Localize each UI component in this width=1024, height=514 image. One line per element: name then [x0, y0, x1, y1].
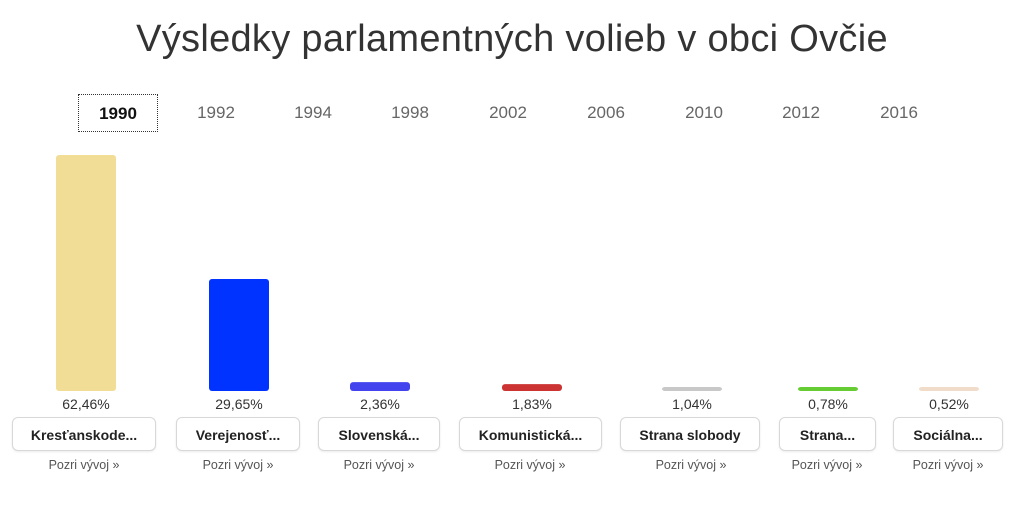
year-tab-2010[interactable]: 2010 — [685, 103, 723, 122]
trend-link-3[interactable]: Pozri vývoj » — [343, 458, 415, 472]
party-button-socialna[interactable]: Sociálna... — [893, 417, 1003, 451]
year-tab-1998[interactable]: 1998 — [391, 103, 429, 122]
bar-6[interactable] — [798, 387, 858, 391]
trend-link-2[interactable]: Pozri vývoj » — [202, 458, 274, 472]
bar-value-label-2: 29,65% — [215, 396, 262, 412]
year-tab-2002[interactable]: 2002 — [489, 103, 527, 122]
bar-value-label-7: 0,52% — [929, 396, 969, 412]
bar-2[interactable] — [209, 278, 269, 391]
year-tab-2012[interactable]: 2012 — [782, 103, 820, 122]
party-button-strana[interactable]: Strana... — [779, 417, 876, 451]
bar-value-label-6: 0,78% — [808, 396, 848, 412]
trend-link-5[interactable]: Pozri vývoj » — [655, 458, 727, 472]
year-tab-2016[interactable]: 2016 — [880, 103, 918, 122]
year-tab-1992[interactable]: 1992 — [197, 103, 235, 122]
party-button-komunisticka[interactable]: Komunistická... — [459, 417, 602, 451]
party-button-strana-slobody[interactable]: Strana slobody — [620, 417, 760, 451]
party-button-krestanskodemokraticke[interactable]: Kresťanskode... — [12, 417, 156, 451]
party-button-verejnost[interactable]: Verejenosť... — [176, 417, 300, 451]
trend-link-7[interactable]: Pozri vývoj » — [912, 458, 984, 472]
bar-4[interactable] — [502, 384, 562, 391]
bar-1[interactable] — [56, 155, 116, 391]
trend-link-1[interactable]: Pozri vývoj » — [48, 458, 120, 472]
trend-link-4[interactable]: Pozri vývoj » — [494, 458, 566, 472]
bar-5[interactable] — [662, 387, 722, 391]
party-button-slovenska[interactable]: Slovenská... — [318, 417, 440, 451]
bar-value-label-1: 62,46% — [62, 396, 109, 412]
year-tab-2006[interactable]: 2006 — [587, 103, 625, 122]
bar-value-label-4: 1,83% — [512, 396, 552, 412]
trend-link-6[interactable]: Pozri vývoj » — [791, 458, 863, 472]
year-tab-1990[interactable]: 1990 — [78, 94, 158, 132]
bar-value-label-5: 1,04% — [672, 396, 712, 412]
year-tabs: 1990 1992 1994 1998 2002 2006 2010 2012 … — [0, 94, 1024, 134]
bar-value-label-3: 2,36% — [360, 396, 400, 412]
bar-3[interactable] — [350, 382, 410, 391]
year-tab-1994[interactable]: 1994 — [294, 103, 332, 122]
page-title: Výsledky parlamentných volieb v obci Ovč… — [136, 18, 888, 60]
bar-7[interactable] — [919, 387, 979, 391]
